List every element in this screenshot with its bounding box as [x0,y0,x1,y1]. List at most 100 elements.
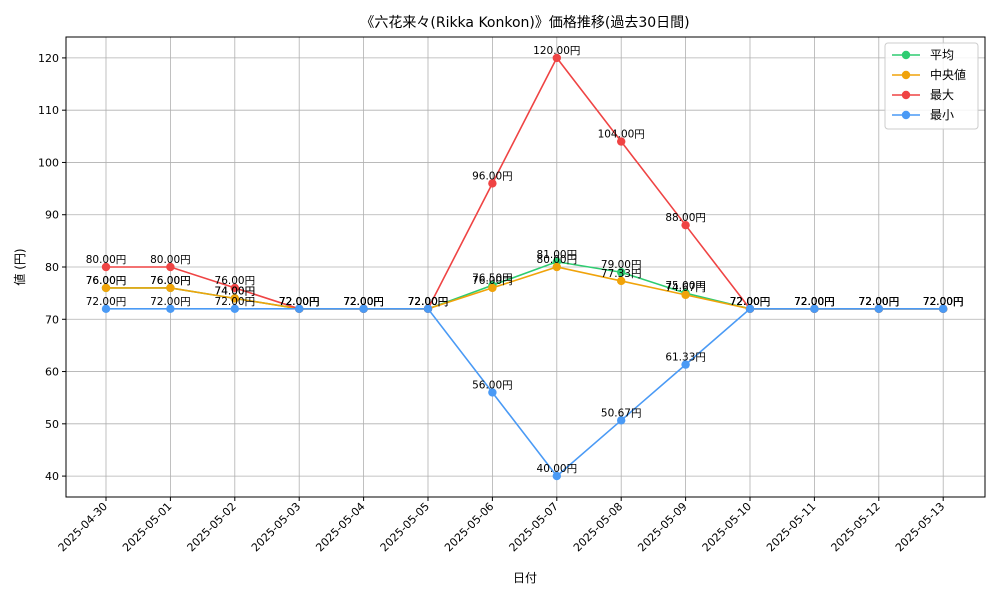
data-label: 79.00円 [601,259,642,271]
data-label: 74.00円 [215,285,256,297]
data-point [166,283,175,293]
y-tick-label: 60 [45,366,59,379]
data-label: 72.00円 [730,296,771,308]
data-label: 81.00円 [537,249,578,261]
data-label: 72.00円 [859,296,900,308]
data-label: 76.00円 [150,275,191,287]
x-tick-label: 2025-05-04 [313,500,367,554]
data-label: 75.00円 [665,280,706,292]
data-label: 80.00円 [86,254,127,266]
data-label: 72.00円 [279,296,320,308]
data-point [617,268,626,277]
data-label: 72.00円 [923,296,964,308]
data-label: 72.00円 [408,296,449,308]
data-point [488,388,497,397]
data-point [230,294,239,303]
data-point [939,304,948,314]
data-label: 76.00円 [86,275,127,287]
x-tick-label: 2025-05-13 [893,500,947,554]
data-point [617,276,626,286]
legend-label: 最大 [930,88,954,102]
data-label: 76.00円 [472,275,513,287]
y-axis: 40 50 60 70 80 90 100 110 120 [38,52,66,483]
plot-frame [65,36,986,498]
data-point [552,53,561,63]
y-tick-label: 110 [38,104,59,117]
data-label: 96.00円 [472,170,513,182]
legend-marker [901,70,911,80]
legend-label: 最小 [930,108,954,122]
legend-marker [901,50,911,60]
legend-box [884,42,979,130]
data-label: 80.00円 [537,254,578,266]
data-label: 72.00円 [343,296,384,308]
series-line [106,308,944,478]
data-label: 74.67円 [665,282,706,294]
x-axis-label: 日付 [513,571,537,585]
data-point [552,262,561,272]
legend-item: 平均 [892,48,954,62]
data-point [423,304,433,314]
data-label: 72.00円 [730,296,771,308]
data-label: 72.00円 [794,296,835,308]
data-point [617,137,626,146]
data-label: 76.00円 [215,275,256,287]
data-label: 72.00円 [923,296,964,308]
data-label: 74.00円 [215,285,256,297]
x-tick-label: 2025-05-06 [442,500,496,554]
y-tick-label: 50 [45,418,59,431]
grid [66,37,985,497]
data-label: 72.00円 [794,296,835,308]
data-label: 72.00円 [408,296,449,308]
data-label: 61.33円 [665,352,706,364]
series-3 [101,304,948,481]
data-label: 76.00円 [150,275,191,287]
data-point [552,471,561,481]
series-line [106,56,944,310]
x-tick-label: 2025-04-30 [56,500,110,554]
legend-marker [901,90,911,100]
data-label: 72.00円 [343,296,384,308]
data-point [230,304,239,314]
data-label: 72.00円 [730,296,771,308]
y-tick-label: 90 [45,209,59,222]
data-point [488,179,497,188]
data-label: 72.00円 [279,296,320,308]
x-tick-label: 2025-05-07 [507,500,561,554]
chart-title: 《六花来々(Rikka Konkon)》価格推移(過去30日間) [360,15,689,31]
data-point [101,283,111,293]
data-label: 72.00円 [150,296,191,308]
data-point [295,304,304,314]
data-label: 72.00円 [215,296,256,308]
x-axis: 2025-04-30 2025-05-01 2025-05-02 2025-05-03… [56,497,947,554]
y-axis-label: 値 (円) [12,248,27,285]
data-label: 80.00円 [150,254,191,266]
data-label: 72.00円 [279,296,320,308]
x-tick-label: 2025-05-12 [829,500,883,554]
data-point [810,304,819,314]
data-label: 72.00円 [859,296,900,308]
x-tick-label: 2025-05-10 [700,500,754,554]
data-point [745,304,755,314]
data-label: 76.50円 [472,272,513,284]
data-point [359,304,368,314]
data-label: 88.00円 [665,212,706,224]
data-point [166,262,175,272]
data-point [166,304,175,314]
data-point [681,290,690,300]
series [101,53,948,481]
data-point [681,220,690,230]
data-label: 72.00円 [279,296,320,308]
legend-label: 平均 [930,48,954,62]
y-tick-label: 40 [45,470,59,483]
y-tick-label: 70 [45,313,59,326]
data-label: 72.00円 [343,296,384,308]
data-point [681,360,690,369]
data-label: 72.00円 [86,296,127,308]
x-tick-label: 2025-05-09 [635,500,689,554]
data-label: 104.00円 [598,129,645,141]
legend-item: 最大 [892,88,954,102]
